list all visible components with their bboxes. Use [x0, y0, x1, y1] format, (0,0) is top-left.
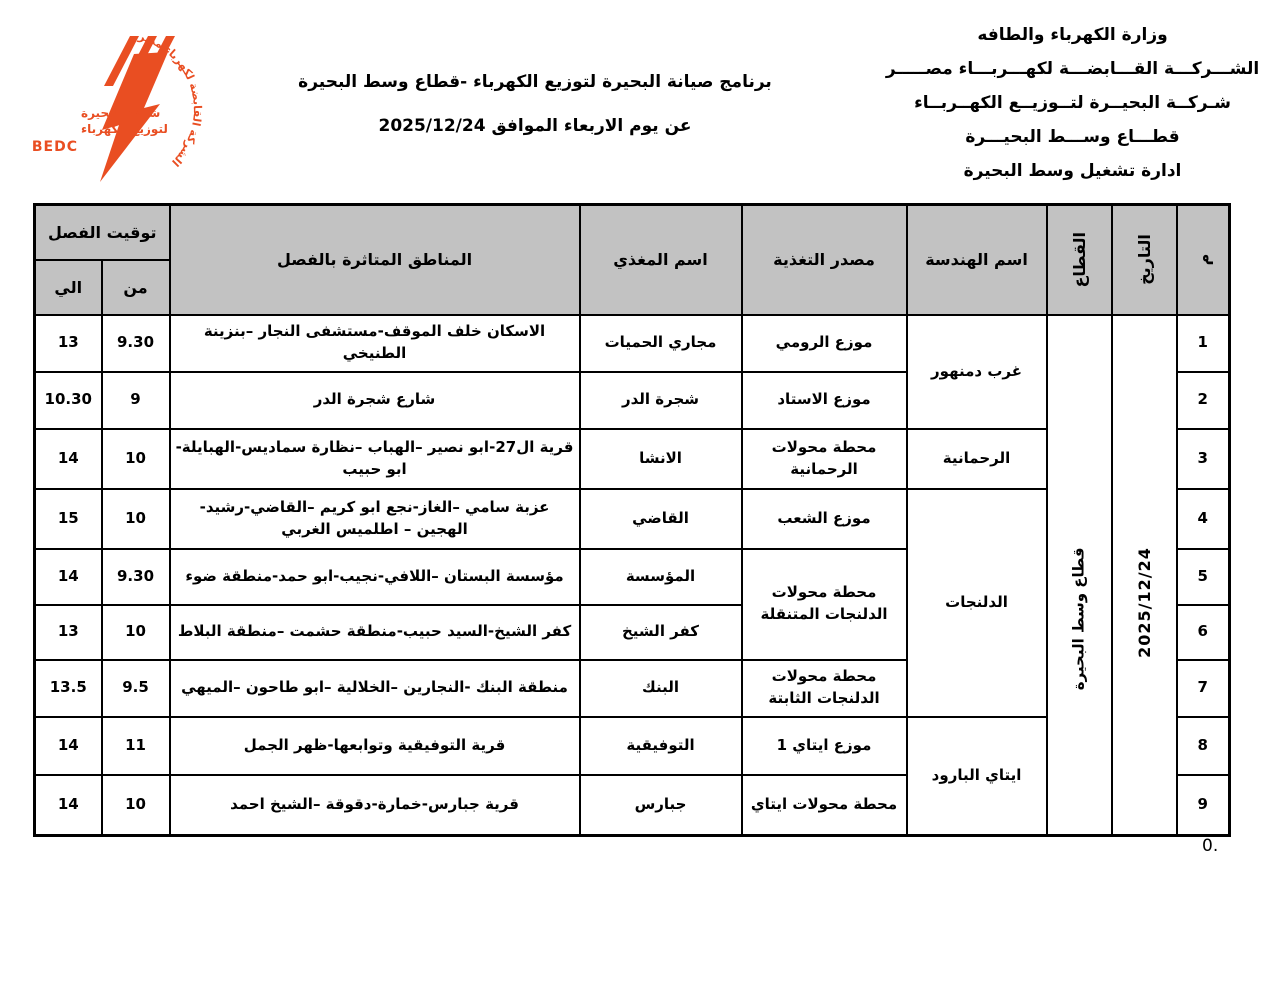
program-title-block: برنامج صيانة البحيرة لتوزيع الكهرباء -قط… — [295, 72, 775, 136]
col-header-source: مصدر التغذية — [740, 203, 908, 316]
cell-areas: الاسكان خلف الموقف-مستشفى النجار –بنزينة… — [168, 313, 581, 373]
cell-from: 9.30 — [100, 547, 171, 606]
cell-from: 9.5 — [100, 658, 171, 718]
table-row: 5 محطة محولات الدلنجات المتنقلة المؤسسة … — [33, 547, 1231, 661]
col-header-date: التاريخ — [1110, 203, 1178, 316]
cell-from: 10 — [100, 773, 171, 837]
cell-to: 14 — [33, 773, 103, 837]
cell-serial: 1 — [1175, 313, 1231, 373]
cell-to: 14 — [33, 547, 103, 606]
table-row: 7 محطة محولات الدلنجات الثابتة البنك منط… — [33, 658, 1231, 718]
header-row-1: م التاريخ القطاع اسم الهندسة مصدر التغذي… — [33, 203, 1231, 316]
cell-to: 13 — [33, 313, 103, 373]
cell-engineering: غرب دمنهور — [905, 313, 1048, 430]
table-row: 9 محطة محولات ايتاي جبارس قرية جبارس-خما… — [33, 773, 1231, 837]
cell-areas: عزبة سامي –الغاز-نجع ابو كريم –القاضي-رش… — [168, 487, 581, 550]
cell-feeder: كفر الشيخ — [578, 603, 743, 661]
cell-feeder: البنك — [578, 658, 743, 718]
cell-date: 2025/12/24 — [1110, 313, 1178, 837]
org-header-block: وزارة الكهرباء والطافه الشـــركـــة القـ… — [875, 18, 1270, 188]
col-header-from: من — [100, 258, 171, 316]
logo-company-line1: شركة البحيرة — [81, 106, 160, 120]
cell-serial: 7 — [1175, 658, 1231, 718]
cell-from: 10 — [100, 603, 171, 661]
table-row: 4 الدلنجات موزع الشعب القاضي عزبة سامي –… — [33, 487, 1231, 718]
cell-source: محطة محولات الرحمانية — [740, 427, 908, 490]
cell-serial: 4 — [1175, 487, 1231, 550]
cell-feeder: المؤسسة — [578, 547, 743, 606]
cell-serial: 3 — [1175, 427, 1231, 490]
cell-areas: قرية التوفيقية وتوابعها-ظهر الجمل — [168, 715, 581, 776]
footer-note: 0. — [1202, 836, 1219, 856]
table-row: 8 ايتاي البارود موزع ايتاي 1 التوفيقية ق… — [33, 715, 1231, 837]
cell-feeder: التوفيقية — [578, 715, 743, 776]
col-header-engineering: اسم الهندسة — [905, 203, 1048, 316]
cell-feeder: شجرة الدر — [578, 370, 743, 430]
logo-company-line2: لتوزيع الكهرباء — [81, 122, 168, 137]
cell-engineering: الرحمانية — [905, 427, 1048, 490]
table-row: 2 موزع الاستاد شجرة الدر شارع شجرة الدر … — [33, 370, 1231, 430]
cell-serial: 2 — [1175, 370, 1231, 430]
table-row: 1 2025/12/24 قطاع وسط البحيرة غرب دمنهور… — [33, 313, 1231, 837]
bedc-logo: الشركة القابضة لكهرباء مصر شركة البحيرة … — [18, 22, 218, 197]
org-line-ministry: وزارة الكهرباء والطافه — [977, 25, 1168, 45]
cell-source: موزع ايتاي 1 — [740, 715, 908, 776]
col-header-sector: القطاع — [1045, 203, 1113, 316]
header-row-2: من الي — [33, 258, 1230, 316]
table-row: 6 كفر الشيخ كفر الشيخ-السيد حبيب-منطقة ح… — [33, 603, 1231, 661]
cell-areas: كفر الشيخ-السيد حبيب-منطقة حشمت –منطقة ا… — [168, 603, 581, 661]
program-title-line1: برنامج صيانة البحيرة لتوزيع الكهرباء -قط… — [298, 72, 772, 92]
lightning-bolt-icon — [100, 52, 168, 182]
cell-serial: 5 — [1175, 547, 1231, 606]
cell-to: 14 — [33, 427, 103, 490]
cell-source: محطة محولات الدلنجات المتنقلة — [740, 547, 908, 661]
maintenance-schedule-table: م التاريخ القطاع اسم الهندسة مصدر التغذي… — [33, 203, 1232, 837]
col-header-areas: المناطق المتاثرة بالفصل — [168, 203, 581, 316]
bedc-logo-graphic: الشركة القابضة لكهرباء مصر شركة البحيرة … — [32, 29, 204, 182]
org-line-company: شـركــة البحيــرة لتــوزيــع الكهــربــا… — [914, 93, 1231, 113]
cell-to: 13 — [33, 603, 103, 661]
logo-abbr: BEDC — [32, 139, 78, 155]
cell-feeder: مجاري الحميات — [578, 313, 743, 373]
cell-areas: قرية جبارس-خمارة-دقوقة –الشيخ احمد — [168, 773, 581, 837]
cell-serial: 9 — [1175, 773, 1231, 837]
org-line-operations: ادارة تشغيل وسط البحيرة — [963, 161, 1182, 181]
cell-to: 10.30 — [33, 370, 103, 430]
col-header-serial: م — [1175, 203, 1231, 316]
cell-feeder: القاضي — [578, 487, 743, 550]
cell-from: 9.30 — [100, 313, 171, 373]
col-header-to: الي — [33, 258, 103, 316]
cell-from: 9 — [100, 370, 171, 430]
cell-to: 14 — [33, 715, 103, 776]
cell-from: 10 — [100, 427, 171, 490]
cell-areas: مؤسسة البستان –اللافي-نجيب-ابو حمد-منطقة… — [168, 547, 581, 606]
cell-sector: قطاع وسط البحيرة — [1045, 313, 1113, 837]
cell-serial: 8 — [1175, 715, 1231, 776]
cell-source: موزع الاستاد — [740, 370, 908, 430]
cell-areas: قرية ال27-ابو نصير –الهباب –نظارة سماديس… — [168, 427, 581, 490]
cell-to: 13.5 — [33, 658, 103, 718]
cell-serial: 6 — [1175, 603, 1231, 661]
col-header-timing: توقيت الفصل — [33, 203, 171, 261]
table-row: 3 الرحمانية محطة محولات الرحمانية الانشا… — [33, 427, 1231, 490]
cell-to: 15 — [33, 487, 103, 550]
cell-engineering: ايتاي البارود — [905, 715, 1048, 837]
program-title-line2: عن يوم الاربعاء الموافق 2025/12/24 — [378, 116, 692, 136]
cell-source: موزع الرومي — [740, 313, 908, 373]
cell-feeder: الانشا — [578, 427, 743, 490]
cell-areas: شارع شجرة الدر — [168, 370, 581, 430]
cell-source: محطة محولات ايتاي — [740, 773, 908, 837]
cell-source: موزع الشعب — [740, 487, 908, 550]
cell-engineering: الدلنجات — [905, 487, 1048, 718]
cell-from: 10 — [100, 487, 171, 550]
org-line-holding: الشـــركـــة القـــابضـــة لكهـــربـــاء… — [885, 59, 1260, 79]
org-line-sector: قطـــاع وســـط البحيـــرة — [965, 127, 1180, 147]
cell-from: 11 — [100, 715, 171, 776]
col-header-feeder: اسم المغذي — [578, 203, 743, 316]
cell-areas: منطقة البنك -النجارين –الخلالية –ابو طاح… — [168, 658, 581, 718]
cell-source: محطة محولات الدلنجات الثابتة — [740, 658, 908, 718]
cell-feeder: جبارس — [578, 773, 743, 837]
